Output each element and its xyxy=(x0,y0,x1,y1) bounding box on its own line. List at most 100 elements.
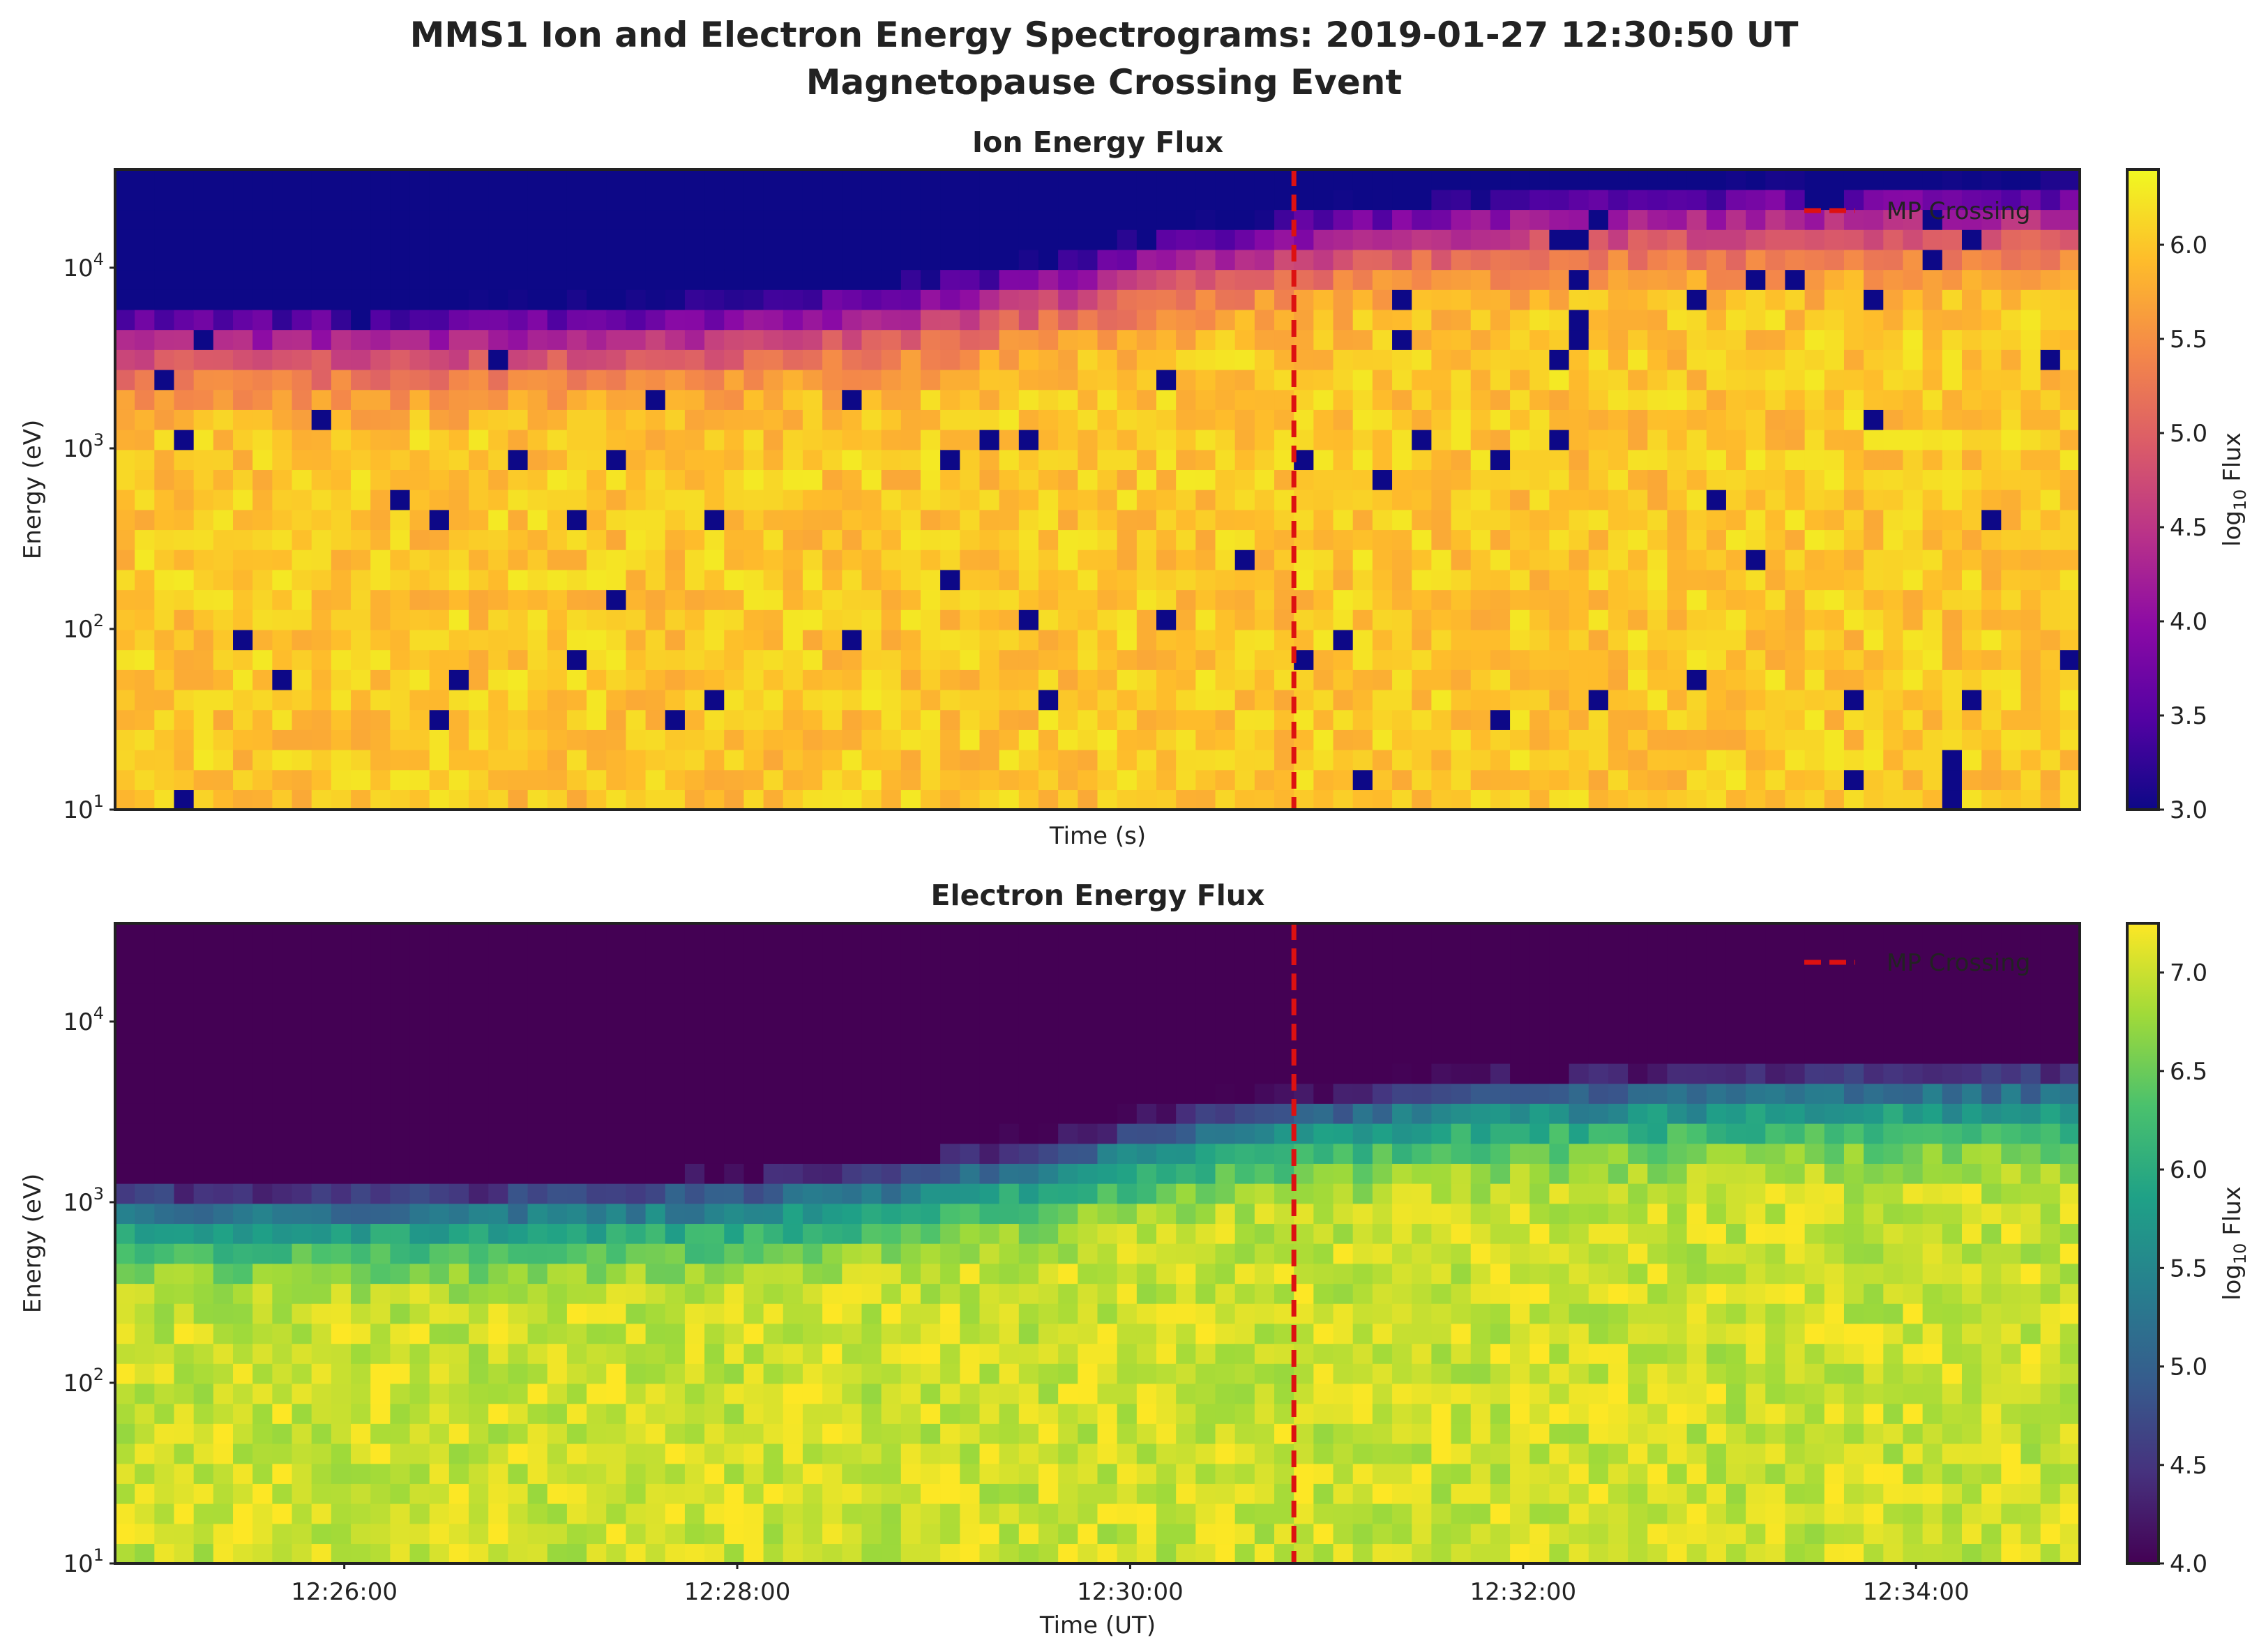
heatmap-cell xyxy=(1608,169,1629,190)
heatmap-cell xyxy=(763,963,784,984)
heatmap-cell xyxy=(1942,389,1963,410)
heatmap-cell xyxy=(704,963,725,984)
heatmap-cell xyxy=(1490,189,1511,211)
heatmap-cell xyxy=(193,1083,214,1104)
heatmap-cell xyxy=(665,1523,686,1545)
heatmap-cell xyxy=(960,1463,981,1484)
heatmap-cell xyxy=(684,1523,705,1545)
heatmap-cell xyxy=(606,1183,627,1204)
heatmap-cell xyxy=(469,1263,489,1285)
heatmap-cell xyxy=(272,1083,293,1104)
heatmap-cell xyxy=(351,189,371,211)
heatmap-cell xyxy=(1725,589,1746,610)
heatmap-cell xyxy=(1018,709,1039,730)
heatmap-cell xyxy=(1412,349,1433,370)
heatmap-cell xyxy=(684,1483,705,1504)
heatmap-cell xyxy=(1667,529,1688,550)
heatmap-cell xyxy=(1725,229,1746,250)
heatmap-cell xyxy=(1078,309,1098,331)
heatmap-cell xyxy=(2020,589,2041,610)
heatmap-cell xyxy=(1647,729,1668,750)
heatmap-cell xyxy=(1843,249,1864,271)
heatmap-cell xyxy=(1136,1523,1157,1545)
heatmap-cell xyxy=(1824,789,1845,810)
heatmap-cell xyxy=(960,1543,981,1564)
heatmap-cell xyxy=(724,1443,745,1464)
heatmap-cell xyxy=(292,1323,312,1344)
heatmap-cell xyxy=(587,469,607,490)
heatmap-cell xyxy=(448,1103,469,1124)
heatmap-cell xyxy=(351,609,371,630)
heatmap-cell xyxy=(802,209,823,230)
heatmap-cell xyxy=(1981,769,2002,791)
heatmap-cell xyxy=(1569,569,1589,591)
heatmap-cell xyxy=(488,389,509,410)
heatmap-cell xyxy=(331,1543,352,1564)
heatmap-cell xyxy=(154,249,175,271)
heatmap-cell xyxy=(1529,529,1550,550)
heatmap-cell xyxy=(822,923,843,944)
heatmap-cell xyxy=(233,550,253,570)
heatmap-cell xyxy=(409,609,430,630)
heatmap-cell xyxy=(763,269,784,290)
heatmap-cell xyxy=(1942,689,1963,711)
heatmap-cell xyxy=(1352,490,1373,510)
heatmap-cell xyxy=(508,1043,529,1064)
heatmap-cell xyxy=(822,1543,843,1564)
heatmap-cell xyxy=(252,1383,273,1404)
heatmap-cell xyxy=(135,189,156,211)
heatmap-cell xyxy=(1883,629,1904,651)
heatmap-cell xyxy=(566,1243,587,1264)
heatmap-cell xyxy=(1490,509,1511,531)
heatmap-cell xyxy=(469,589,489,610)
heatmap-cell xyxy=(1156,1103,1177,1124)
heatmap-cell xyxy=(881,943,902,964)
heatmap-cell xyxy=(1942,709,1963,730)
heatmap-cell xyxy=(488,349,509,370)
heatmap-cell xyxy=(587,1343,607,1364)
heatmap-cell xyxy=(1608,729,1629,750)
heatmap-cell xyxy=(213,983,234,1004)
heatmap-cell xyxy=(115,369,135,391)
heatmap-cell xyxy=(252,1363,273,1384)
heatmap-cell xyxy=(1490,309,1511,331)
heatmap-cell xyxy=(1725,509,1746,531)
heatmap-cell xyxy=(252,963,273,984)
heatmap-cell xyxy=(1588,749,1609,771)
heatmap-cell xyxy=(1804,389,1825,410)
heatmap-cell xyxy=(1156,309,1177,331)
heatmap-cell xyxy=(645,229,666,250)
heatmap-cell xyxy=(842,1223,863,1244)
heatmap-cell xyxy=(1254,609,1275,630)
heatmap-cell xyxy=(488,609,509,630)
heatmap-cell xyxy=(233,189,253,211)
heatmap-cell xyxy=(1274,709,1294,730)
heatmap-cell xyxy=(2020,369,2041,391)
heatmap-cell xyxy=(331,769,352,791)
heatmap-cell xyxy=(174,963,195,984)
heatmap-cell xyxy=(488,1483,509,1504)
heatmap-cell xyxy=(193,1043,214,1064)
heatmap-cell xyxy=(370,1023,391,1044)
heatmap-cell xyxy=(1903,229,1924,250)
heatmap-cell xyxy=(448,1383,469,1404)
heatmap-cell xyxy=(684,409,705,430)
heatmap-cell xyxy=(645,983,666,1004)
heatmap-cell xyxy=(960,943,981,964)
heatmap-cell xyxy=(1294,169,1315,190)
heatmap-cell xyxy=(1961,749,1982,771)
heatmap-cell xyxy=(1097,769,1118,791)
heatmap-cell xyxy=(1254,389,1275,410)
heatmap-cell xyxy=(665,729,686,750)
heatmap-cell xyxy=(1294,229,1315,250)
heatmap-cell xyxy=(1352,169,1373,190)
heatmap-cell xyxy=(1156,1483,1177,1504)
heatmap-cell xyxy=(272,529,293,550)
heatmap-cell xyxy=(351,1023,371,1044)
heatmap-cell xyxy=(252,749,273,771)
heatmap-cell xyxy=(1746,649,1766,670)
heatmap-cell xyxy=(1352,429,1373,450)
heatmap-cell xyxy=(1785,749,1806,771)
heatmap-cell xyxy=(999,1223,1020,1244)
heatmap-cell xyxy=(665,1443,686,1464)
